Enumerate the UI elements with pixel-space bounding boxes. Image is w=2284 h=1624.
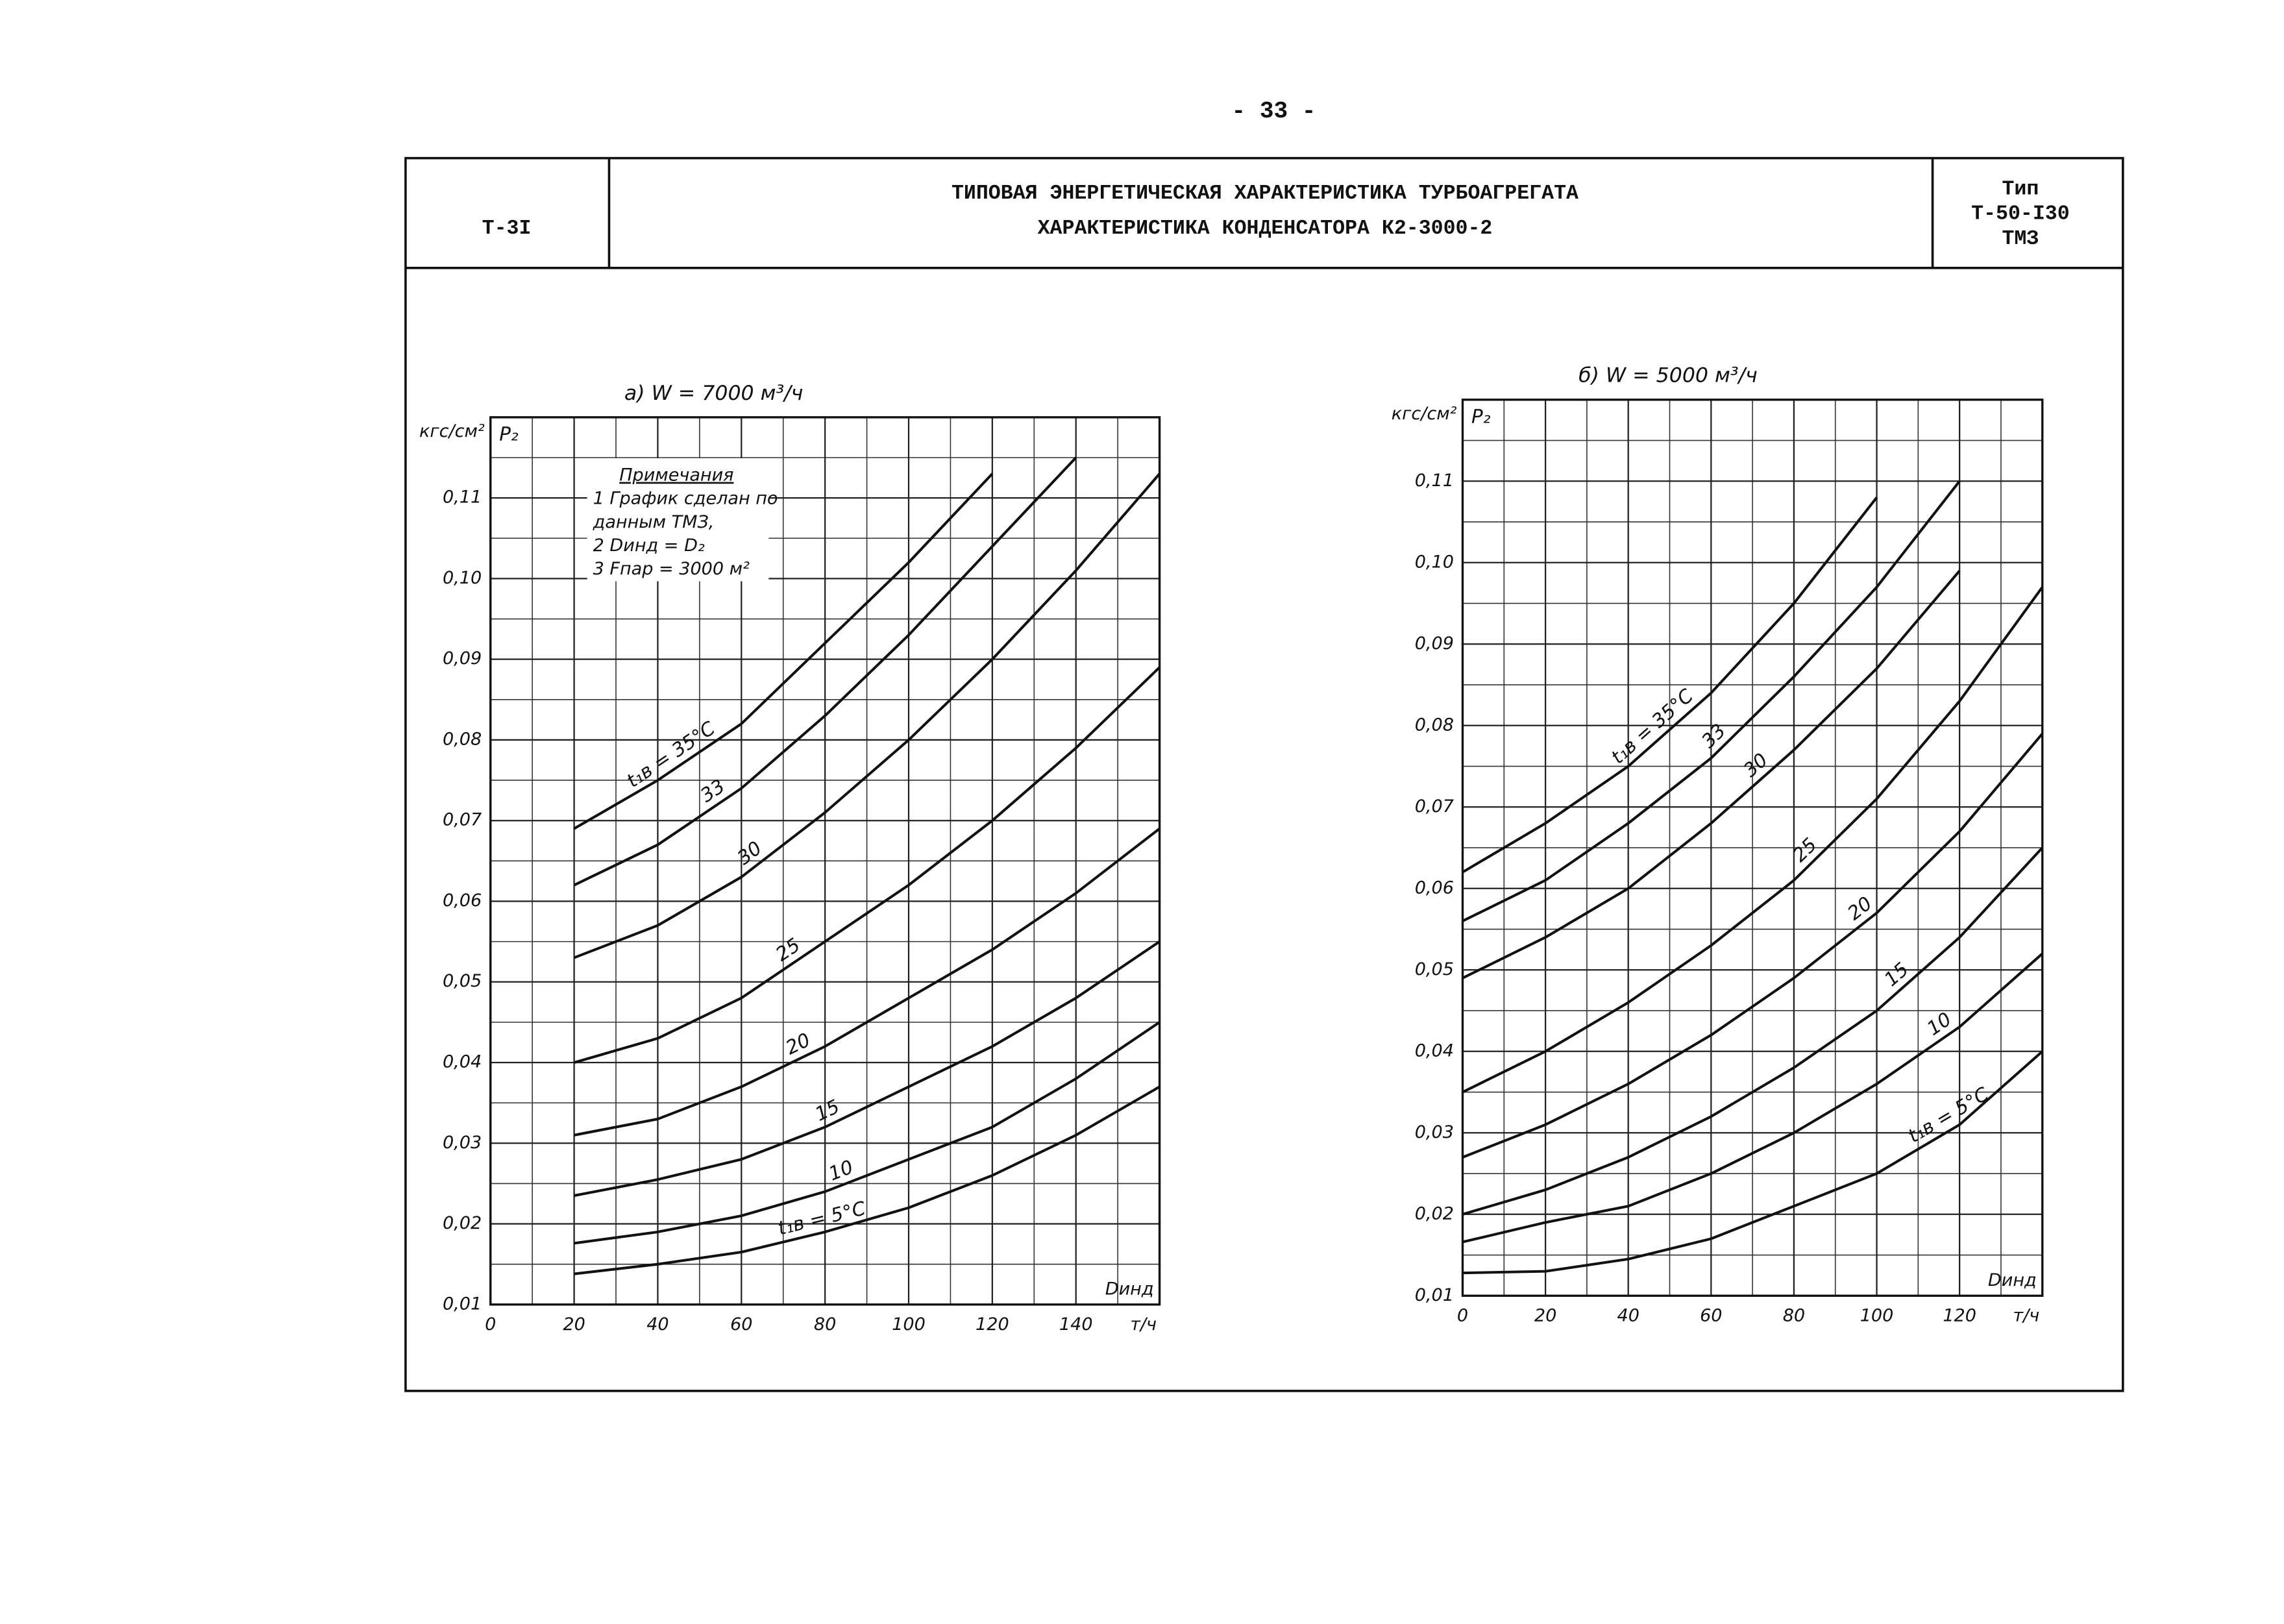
y-unit: кгс/см²	[1392, 404, 1457, 424]
x-tick-label: 20	[1534, 1305, 1556, 1325]
x-tick-label: 60	[1700, 1305, 1722, 1325]
page-number: - 33 -	[1232, 98, 1316, 125]
x-tick-label: 0	[1457, 1305, 1468, 1325]
chart-title: б) W = 5000 м³/ч	[1578, 364, 1758, 388]
x-tick-label: 100	[892, 1314, 926, 1335]
y-tick-label: 0,03	[443, 1133, 482, 1153]
y-tick-label: 0,10	[443, 568, 482, 588]
note: 2 Dинд = D₂	[593, 535, 705, 556]
plot-border	[489, 416, 1161, 1306]
y-tick-label: 0,08	[1415, 715, 1454, 735]
curve	[1462, 1050, 2044, 1275]
frame	[404, 156, 2124, 1392]
y-label: P₂	[1471, 405, 1491, 427]
y-tick-label: 0,03	[1415, 1122, 1454, 1142]
x-tick-label: 80	[814, 1314, 836, 1335]
note: данным ТМЗ,	[593, 512, 715, 532]
header-code: Т-3I	[482, 217, 532, 240]
y-tick-label: 0,01	[443, 1294, 482, 1314]
curve	[1462, 952, 2044, 1244]
x-tick-label: 0	[485, 1314, 496, 1335]
header-type: Т-50-I30	[1971, 203, 2070, 226]
x-tick-label: 40	[646, 1314, 669, 1335]
note: 1 График сделан по	[593, 489, 778, 509]
x-tick-label: 40	[1617, 1305, 1639, 1325]
y-tick-label: 0,09	[1415, 634, 1454, 654]
x-tick-label: 80	[1783, 1305, 1805, 1325]
x-tick-label: 120	[1943, 1305, 1976, 1325]
header-type: Тип	[2002, 178, 2039, 201]
y-tick-label: 0,07	[443, 810, 482, 830]
x-tick-label: 120	[976, 1314, 1009, 1335]
curve	[1462, 846, 2044, 1216]
y-tick-label: 0,07	[1415, 796, 1454, 817]
y-unit: кгс/см²	[419, 421, 485, 441]
y-tick-label: 0,02	[1415, 1203, 1454, 1224]
curve	[1462, 497, 1878, 874]
curve	[573, 473, 1161, 959]
y-tick-label: 0,02	[443, 1213, 482, 1233]
curve	[574, 828, 1160, 1137]
y-tick-label: 0,11	[1415, 471, 1454, 491]
y-tick-label: 0,01	[1415, 1285, 1454, 1305]
curve	[1462, 733, 2044, 1159]
y-tick-label: 0,09	[443, 648, 482, 669]
y-tick-label: 0,08	[443, 729, 482, 749]
y-label: P₂	[499, 423, 519, 445]
y-tick-label: 0,04	[1415, 1040, 1454, 1061]
note-box	[587, 458, 769, 582]
y-tick-label: 0,06	[1415, 878, 1454, 898]
curve	[573, 473, 994, 830]
curve	[1462, 570, 1961, 979]
header-title: ХАРАКТЕРИСТИКА КОНДЕНСАТОРА К2-3000-2	[1038, 217, 1493, 240]
x-tick-label: 100	[1860, 1305, 1894, 1325]
curve	[573, 456, 1077, 887]
note: Примечания	[619, 465, 733, 486]
curve	[574, 940, 1160, 1198]
note: 3 Fпар = 3000 м²	[593, 559, 750, 579]
header-type: ТМЗ	[2002, 228, 2039, 251]
x-tick-label: 140	[1059, 1314, 1093, 1335]
curve	[1462, 480, 1961, 922]
x-tick-label: 20	[563, 1314, 585, 1335]
y-tick-label: 0,10	[1415, 552, 1454, 572]
x-label: Dинд	[1105, 1279, 1154, 1299]
header-title: ТИПОВАЯ ЭНЕРГЕТИЧЕСКАЯ ХАРАКТЕРИСТИКА ТУ…	[952, 182, 1578, 205]
x-unit: т/ч	[2013, 1305, 2039, 1325]
y-tick-label: 0,05	[1415, 959, 1454, 979]
curve	[1462, 586, 2044, 1094]
y-tick-label: 0,06	[443, 891, 482, 911]
x-label: Dинд	[1988, 1270, 2037, 1290]
curve	[574, 1021, 1160, 1245]
x-unit: т/ч	[1130, 1314, 1157, 1335]
chart-title: а) W = 7000 м³/ч	[624, 382, 804, 405]
y-tick-label: 0,05	[443, 971, 482, 991]
curve	[574, 666, 1160, 1064]
curve	[574, 1085, 1160, 1275]
y-tick-label: 0,04	[443, 1052, 482, 1072]
x-tick-label: 60	[730, 1314, 752, 1335]
y-tick-label: 0,11	[443, 487, 482, 508]
